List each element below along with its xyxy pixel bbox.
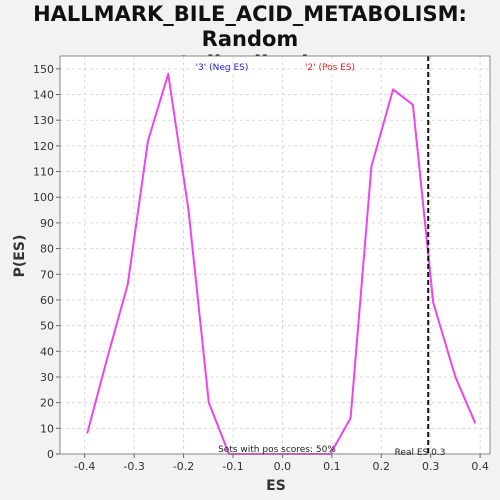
y-tick-label: 40 (40, 345, 54, 358)
y-tick-label: 60 (40, 294, 54, 307)
y-tick-label: 20 (40, 397, 54, 410)
y-tick-label: 90 (40, 217, 54, 230)
legend-neg-es: '3' (Neg ES) (196, 63, 249, 73)
y-tick-label: 50 (40, 320, 54, 333)
y-tick-label: 10 (40, 422, 54, 435)
y-tick-label: 0 (47, 448, 54, 461)
x-tick-label: 0.1 (323, 460, 341, 473)
x-tick-label: 0.3 (422, 460, 440, 473)
y-tick-label: 110 (33, 166, 54, 179)
y-tick-label: 120 (33, 140, 54, 153)
y-tick-label: 150 (33, 63, 54, 76)
y-tick-label: 130 (33, 114, 54, 127)
legend-pos-es: '2' (Pos ES) (305, 63, 355, 73)
y-tick-label: 100 (33, 191, 54, 204)
y-tick-label: 30 (40, 371, 54, 384)
plot-area (60, 56, 490, 454)
x-tick-label: 0.2 (373, 460, 391, 473)
pos-scores-annotation: Sets with pos scores: 50% (218, 445, 336, 455)
real-es-annotation: Real ES 0.3 (395, 448, 446, 458)
y-axis-label: P(ES) (12, 235, 28, 278)
plot-border (59, 55, 491, 455)
y-tick-label: 70 (40, 268, 54, 281)
x-tick-label: -0.2 (173, 460, 194, 473)
x-tick-label: 0.0 (274, 460, 292, 473)
x-tick-label: -0.1 (222, 460, 243, 473)
x-tick-label: 0.4 (471, 460, 489, 473)
y-tick-label: 80 (40, 243, 54, 256)
x-axis-label: ES (266, 478, 286, 494)
axis-ticks: 0 10 20 30 40 50 60 70 80 90 100 110 120 130 140 150 -0.… (33, 63, 489, 473)
grid-lines (60, 56, 490, 455)
x-tick-label: -0.4 (74, 460, 95, 473)
y-tick-label: 140 (33, 89, 54, 102)
x-tick-label: -0.3 (123, 460, 144, 473)
